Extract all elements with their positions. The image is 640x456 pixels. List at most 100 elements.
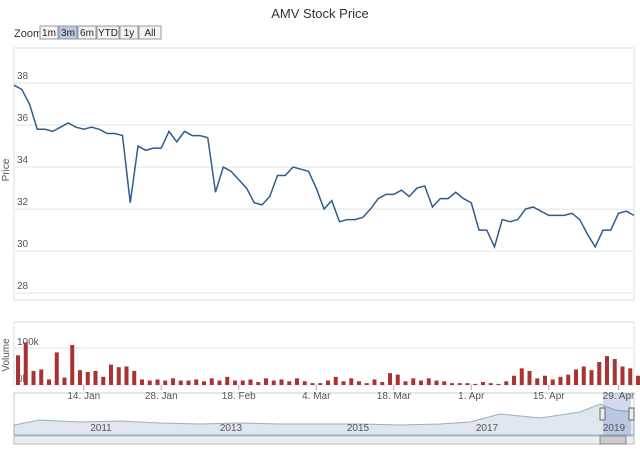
x-tick-label: 15. Apr — [533, 391, 565, 402]
zoom-button-label[interactable]: YTD — [98, 28, 118, 39]
x-tick-label: 4. Mar — [302, 391, 331, 402]
volume-bar — [85, 372, 90, 385]
volume-bar — [54, 352, 59, 385]
navigator-window[interactable] — [603, 393, 631, 435]
volume-bar — [442, 381, 447, 385]
volume-bar — [171, 378, 175, 385]
zoom-button[interactable] — [138, 25, 162, 40]
volume-bar — [47, 379, 51, 385]
volume-bar — [636, 375, 640, 385]
zoom-button-label[interactable]: 3m — [61, 28, 75, 39]
volume-bar — [147, 380, 152, 385]
zoom-button[interactable] — [58, 25, 78, 40]
volume-bar — [380, 382, 385, 385]
volume-panel — [13, 321, 635, 386]
zoom-button-label[interactable]: 1y — [124, 28, 135, 39]
volume-bar — [23, 342, 28, 385]
navigator-label: 2011 — [90, 423, 112, 434]
chart-title: AMV Stock Price — [271, 6, 369, 21]
volume-bar — [612, 359, 617, 385]
volume-bar — [163, 380, 168, 385]
price-panel — [13, 47, 635, 301]
volume-bar — [287, 381, 292, 385]
volume-bar — [194, 379, 199, 385]
volume-bar — [628, 368, 633, 385]
volume-bar — [217, 380, 222, 385]
scrollbar[interactable] — [13, 435, 635, 445]
volume-bar — [256, 382, 261, 385]
y-tick-label: 36 — [17, 113, 29, 124]
zoom-button[interactable] — [77, 25, 97, 40]
x-tick-label: 28. Jan — [145, 391, 178, 402]
x-tick-label: 18. Mar — [377, 391, 412, 402]
volume-bar — [109, 364, 113, 385]
volume-bar — [535, 378, 540, 385]
volume-bar — [264, 378, 268, 385]
y-tick-label: 32 — [17, 197, 29, 208]
volume-bar — [357, 381, 361, 385]
x-tick-label: 14. Jan — [67, 391, 100, 402]
volume-bar — [240, 380, 245, 385]
volume-bar — [233, 380, 237, 385]
volume-bar — [434, 380, 439, 385]
volume-bar — [488, 383, 493, 385]
volume-bar — [202, 381, 206, 385]
volume-bar — [395, 374, 400, 385]
volume-bar — [101, 376, 106, 385]
scrollbar-thumb[interactable] — [599, 435, 627, 445]
volume-bar — [504, 381, 509, 385]
navigator-label: 2019 — [603, 423, 626, 434]
navigator-handle[interactable] — [628, 407, 635, 421]
volume-bar — [473, 383, 478, 385]
volume-bar — [93, 370, 98, 385]
volume-bar — [620, 366, 625, 385]
y-tick-label: 38 — [17, 71, 29, 82]
volume-bar — [341, 381, 346, 385]
volume-bar — [225, 376, 230, 385]
volume-bar — [419, 380, 423, 385]
volume-bar — [550, 379, 555, 385]
volume-bar — [581, 366, 586, 385]
volume-bar — [178, 380, 183, 385]
volume-bar — [140, 379, 144, 385]
zoom-button[interactable] — [96, 25, 120, 40]
volume-bar — [388, 373, 392, 385]
volume-bar — [527, 370, 532, 385]
volume-bar — [62, 377, 67, 385]
volume-bar — [364, 383, 369, 385]
volume-bar — [333, 376, 338, 385]
navigator-label: 2015 — [347, 423, 370, 434]
volume-bar — [426, 378, 431, 385]
volume-bar — [597, 362, 602, 385]
y-axis-title: Price — [1, 158, 12, 181]
volume-bar — [496, 383, 501, 385]
navigator — [13, 392, 635, 445]
navigator-handle[interactable] — [599, 407, 606, 421]
volume-bar — [558, 376, 563, 385]
volume-bar — [411, 378, 416, 385]
volume-bar — [279, 379, 284, 385]
volume-bar — [16, 355, 20, 385]
volume-bar — [39, 369, 44, 385]
volume-bar — [302, 381, 307, 385]
volume-bar — [132, 370, 137, 385]
zoom-button-label[interactable]: 6m — [80, 28, 94, 39]
volume-bar — [574, 369, 578, 385]
volume-bar — [372, 379, 377, 385]
zoom-button[interactable] — [39, 25, 59, 40]
zoom-label: Zoom — [14, 28, 42, 40]
volume-bar — [326, 380, 330, 385]
y-tick-label: 30 — [17, 239, 29, 250]
zoom-button-label[interactable]: 1m — [42, 28, 56, 39]
volume-bar — [543, 375, 547, 385]
y2-tick-label: 0k — [17, 374, 29, 385]
navigator-label: 2013 — [220, 423, 243, 434]
zoom-button-label[interactable]: All — [144, 28, 155, 39]
volume-bar — [186, 380, 191, 385]
zoom-button[interactable] — [119, 25, 139, 40]
y-tick-label: 28 — [17, 281, 29, 292]
navigator-label: 2017 — [476, 423, 499, 434]
volume-bar — [605, 356, 609, 385]
y2-axis-title: Volume — [1, 338, 12, 372]
